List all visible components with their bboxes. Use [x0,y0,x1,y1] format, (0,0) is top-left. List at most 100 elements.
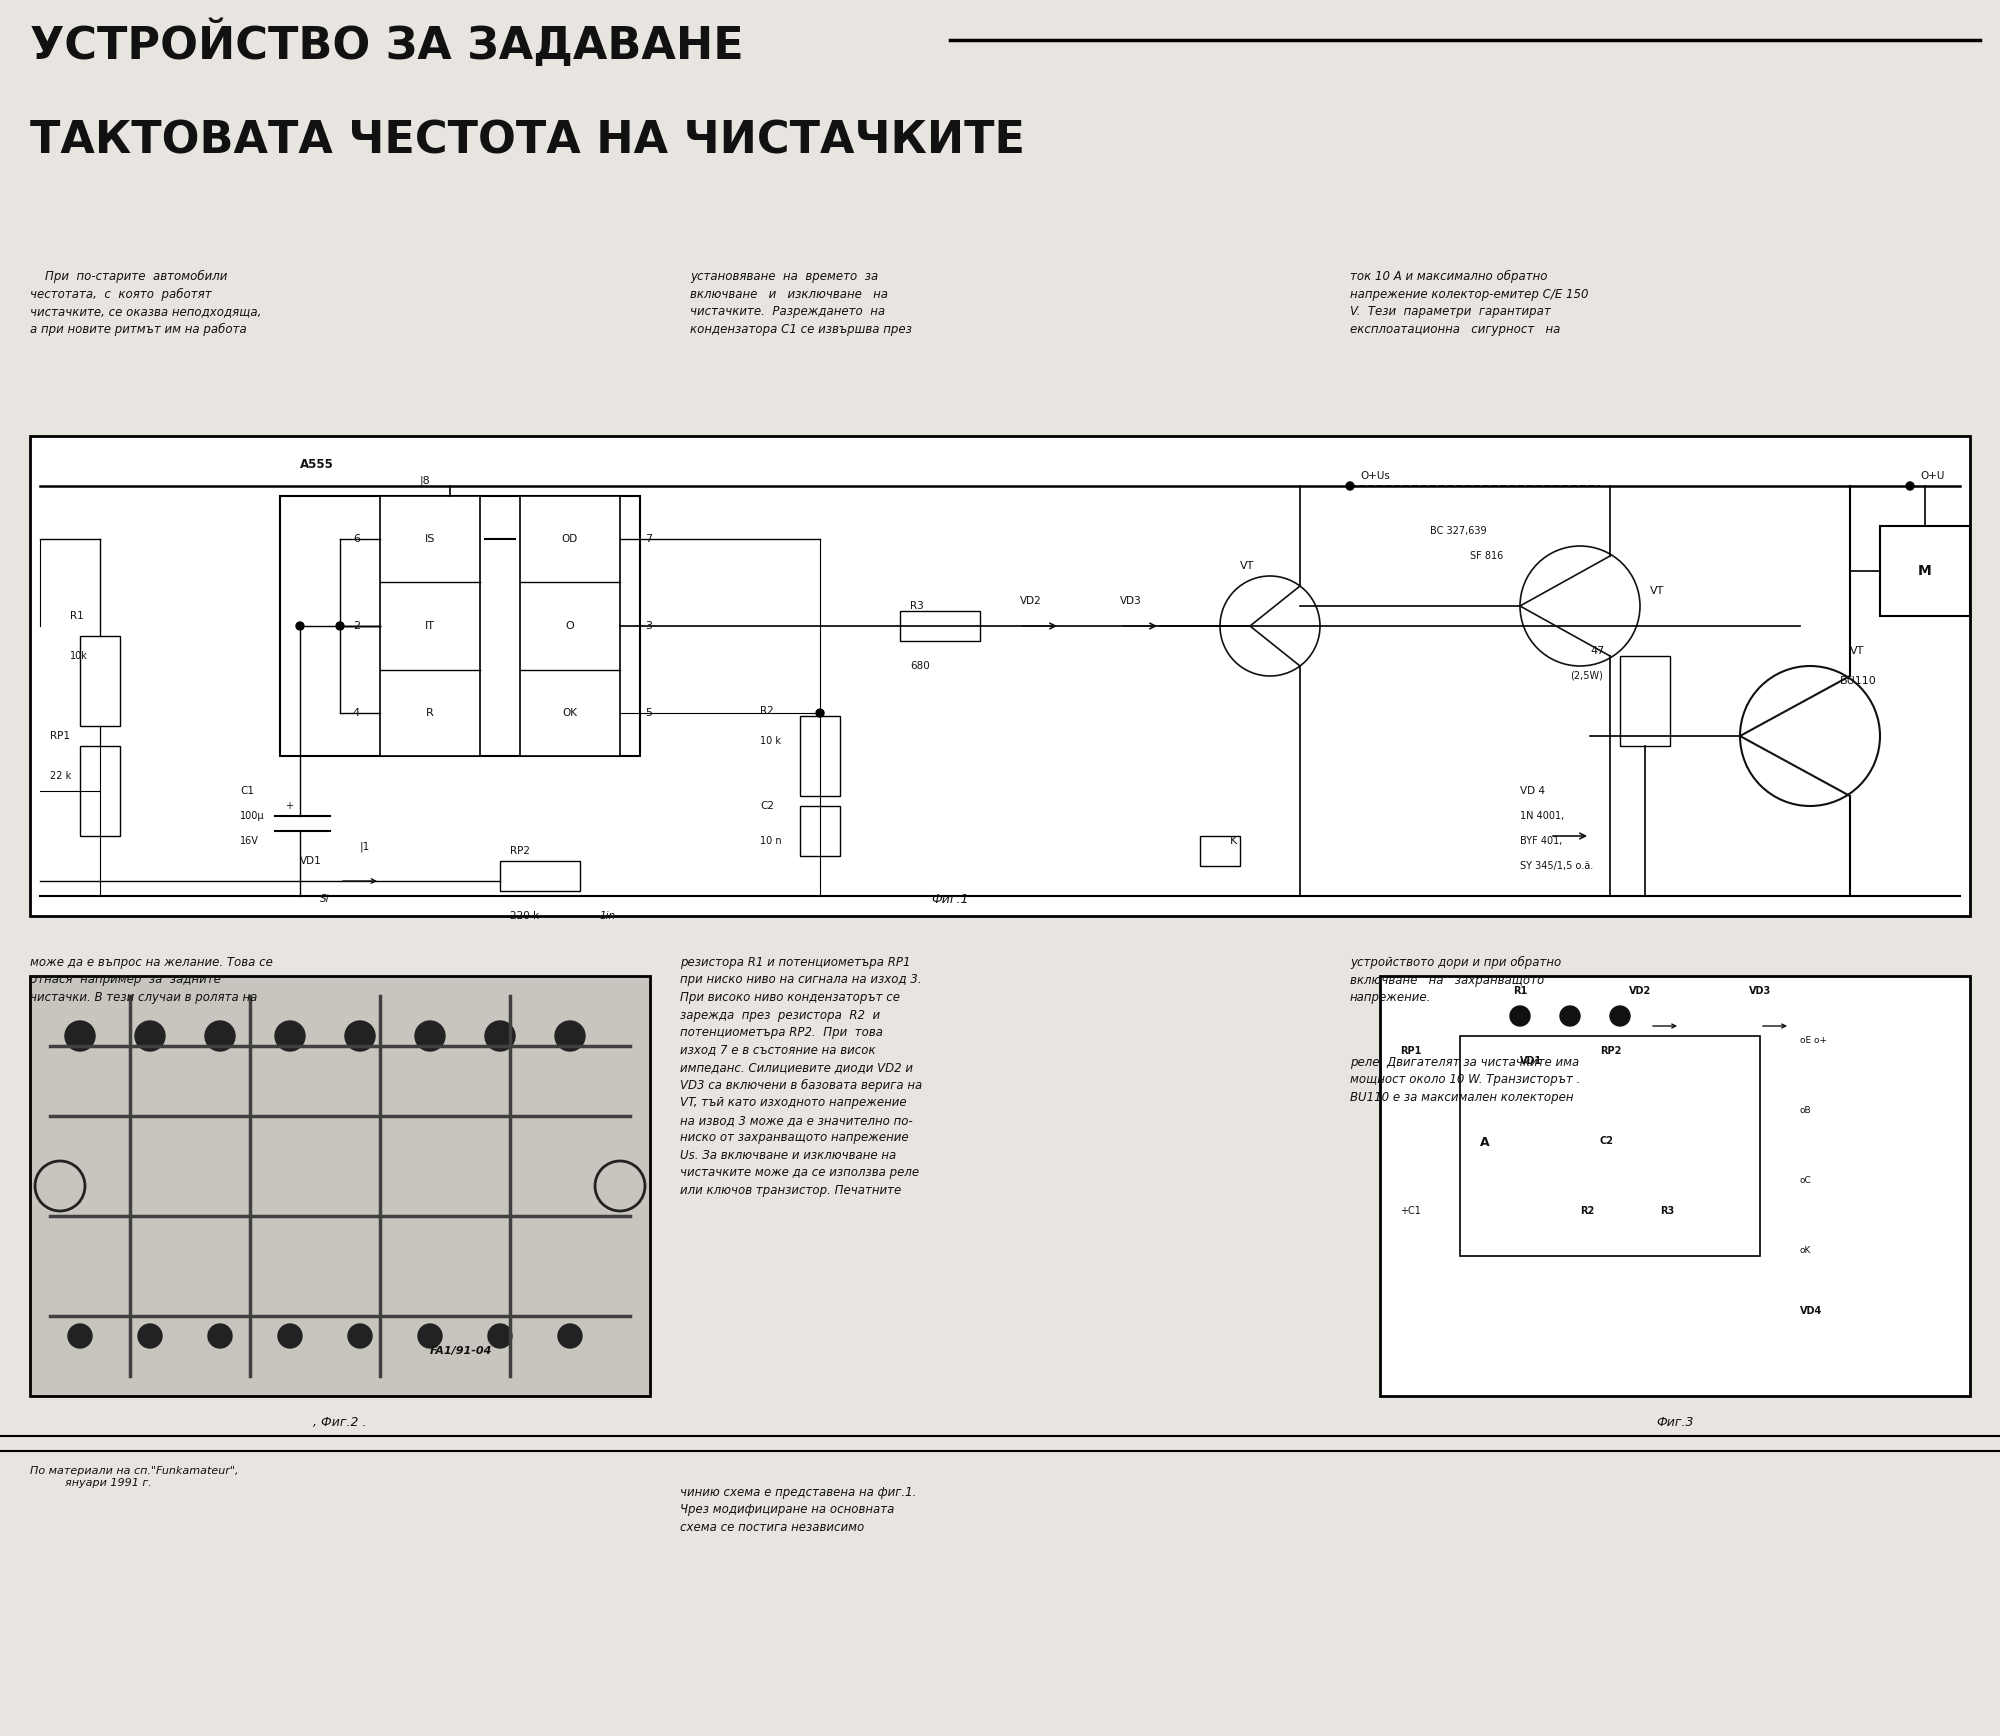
Text: IT: IT [424,621,436,630]
Text: BC 327,639: BC 327,639 [1430,526,1486,536]
Text: R3: R3 [910,601,924,611]
Bar [1620,656,1670,746]
Text: RP2: RP2 [510,845,530,856]
Text: RP1: RP1 [50,731,70,741]
Text: може да е въпрос на желание. Това се
отнася  например  за  задните
чистачки. В т: може да е въпрос на желание. Това се отн… [30,957,272,1003]
Text: установяване  на  времето  за
включване   и   изключване   на
чистачките.  Разре: установяване на времето за включване и и… [690,271,912,335]
Circle shape [816,708,824,717]
Circle shape [1906,483,1914,490]
Bar [30,436,1970,917]
Bar [900,611,980,641]
Circle shape [136,1021,164,1050]
Text: BYF 401,: BYF 401, [1520,837,1562,845]
Text: 220 k: 220 k [510,911,540,922]
Text: VT: VT [1850,646,1864,656]
Circle shape [336,621,344,630]
Bar [80,746,120,837]
Text: ток 10 А и максимално обратно
напрежение колектор-емитер С/Е 150
V.  Тези  парам: ток 10 А и максимално обратно напрежение… [1350,271,1588,335]
Circle shape [276,1021,304,1050]
Text: VD 4: VD 4 [1520,786,1544,797]
Text: SY 345/1,5 o.ä.: SY 345/1,5 o.ä. [1520,861,1594,871]
Text: резистора R1 и потенциометъра RP1
при ниско ниво на сигнала на изход 3.
При висо: резистора R1 и потенциометъра RP1 при ни… [680,957,922,1196]
Text: SF 816: SF 816 [1470,550,1504,561]
Text: A: A [1480,1135,1490,1149]
Circle shape [68,1325,92,1347]
Text: C1: C1 [240,786,254,797]
Text: O+U: O+U [1920,470,1944,481]
Text: 2: 2 [352,621,360,630]
Text: R: R [426,708,434,719]
Text: RP1: RP1 [1400,1047,1422,1055]
Circle shape [348,1325,372,1347]
Text: реле. Двигателят за чистачките има
мощност около 10 W. Транзисторът .
BU110 е за: реле. Двигателят за чистачките има мощно… [1350,1055,1580,1104]
Text: 3: 3 [644,621,652,630]
Text: VD4: VD4 [1800,1305,1822,1316]
Text: R3: R3 [1660,1207,1674,1215]
Text: VD2: VD2 [1020,595,1042,606]
Circle shape [1346,483,1354,490]
Bar [1380,976,1970,1396]
Text: VD1: VD1 [300,856,322,866]
Text: ТАКТОВАТА ЧЕСТОТА НА ЧИСТАЧКИТЕ: ТАКТОВАТА ЧЕСТОТА НА ЧИСТАЧКИТЕ [30,120,1024,163]
Bar [1880,526,1970,616]
Text: oE o+: oE o+ [1800,1036,1828,1045]
Text: R1: R1 [1512,986,1528,996]
Circle shape [484,1021,516,1050]
Bar [800,806,840,856]
Text: Si: Si [320,894,330,904]
Text: Фиг.3: Фиг.3 [1656,1417,1694,1429]
Text: IS: IS [424,535,436,543]
Text: R2: R2 [1580,1207,1594,1215]
Text: 47: 47 [1590,646,1604,656]
Text: 4: 4 [352,708,360,719]
Bar [1460,1036,1760,1257]
Text: 10 k: 10 k [760,736,780,746]
Text: |1: |1 [360,840,370,851]
Circle shape [206,1021,236,1050]
Circle shape [1510,1005,1530,1026]
Text: R2: R2 [760,707,774,715]
Bar [500,861,580,891]
Text: 1in: 1in [600,911,616,922]
Text: чинию схема е представена на фиг.1.
Чрез модифициране на основната
схема се пост: чинию схема е представена на фиг.1. Чрез… [680,1486,916,1535]
Text: VD1: VD1 [1520,1055,1542,1066]
Text: Фиг.1: Фиг.1 [932,892,968,906]
Text: VT: VT [1650,587,1664,595]
Text: C2: C2 [1600,1135,1614,1146]
Text: 16V: 16V [240,837,258,845]
Bar [1200,837,1240,866]
Circle shape [488,1325,512,1347]
Text: C2: C2 [760,800,774,811]
Circle shape [418,1325,442,1347]
Circle shape [556,1021,584,1050]
Text: VD3: VD3 [1748,986,1772,996]
Text: При  по-старите  автомобили
честотата,  с  която  работят
чистачките, се оказва : При по-старите автомобили честотата, с к… [30,271,262,335]
Text: O: O [566,621,574,630]
Bar [380,496,480,755]
Circle shape [278,1325,302,1347]
Bar [800,715,840,797]
Circle shape [1610,1005,1630,1026]
Circle shape [138,1325,162,1347]
Bar [520,496,620,755]
Text: 10k: 10k [70,651,88,661]
Text: 22 k: 22 k [50,771,72,781]
Text: +: + [286,800,292,811]
Text: VT: VT [1240,561,1254,571]
Text: oC: oC [1800,1175,1812,1186]
Circle shape [208,1325,232,1347]
Text: OD: OD [562,535,578,543]
Text: (2,5W): (2,5W) [1570,672,1602,681]
Text: oB: oB [1800,1106,1812,1115]
Text: oK: oK [1800,1246,1812,1255]
Circle shape [558,1325,582,1347]
Text: VD3: VD3 [1120,595,1142,606]
Bar [280,496,640,755]
Text: O+Us: O+Us [1360,470,1390,481]
Text: 10 n: 10 n [760,837,782,845]
Text: УСТРОЙСТВО ЗА ЗАДАВАНЕ: УСТРОЙСТВО ЗА ЗАДАВАНЕ [30,21,744,68]
Text: BU110: BU110 [1840,675,1876,686]
Text: |8: |8 [420,476,430,486]
Text: 5: 5 [644,708,652,719]
Bar [80,635,120,726]
